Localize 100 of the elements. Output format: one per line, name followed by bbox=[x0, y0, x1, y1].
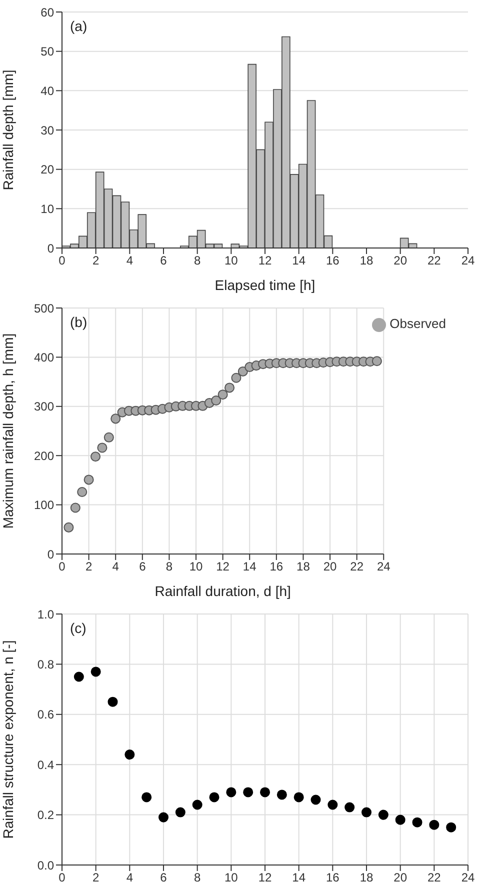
x-tick-label: 12 bbox=[258, 870, 272, 885]
x-tick-label: 8 bbox=[194, 870, 201, 885]
annotation: (c) bbox=[70, 620, 86, 636]
x-tick-label: 14 bbox=[292, 870, 306, 885]
point bbox=[209, 792, 220, 802]
x-tick-label: 10 bbox=[224, 254, 238, 268]
x-tick-label: 10 bbox=[189, 560, 204, 574]
x-tick-label: 18 bbox=[360, 870, 374, 885]
point bbox=[90, 666, 101, 677]
x-tick-label: 16 bbox=[326, 870, 340, 885]
x-tick-label: 0 bbox=[58, 560, 66, 574]
point bbox=[124, 750, 135, 760]
x-tick-label: 16 bbox=[270, 560, 284, 574]
y-tick-label: 20 bbox=[40, 162, 54, 177]
y-tick-label: 500 bbox=[34, 301, 54, 316]
x-tick-label: 14 bbox=[292, 254, 306, 268]
x-axis-title: Elapsed time [h] bbox=[214, 277, 316, 293]
annotation: (a) bbox=[70, 18, 88, 34]
point bbox=[310, 794, 321, 805]
point bbox=[395, 814, 406, 825]
y-tick-label: 50 bbox=[40, 44, 54, 59]
x-tick-label: 16 bbox=[326, 254, 340, 268]
y-tick-label: 1.0 bbox=[37, 607, 54, 622]
x-tick-label: 20 bbox=[394, 254, 408, 268]
point bbox=[294, 792, 304, 802]
x-tick-label: 22 bbox=[350, 560, 364, 574]
point bbox=[276, 790, 287, 800]
x-tick-label: 24 bbox=[376, 560, 391, 574]
x-tick-label: 12 bbox=[216, 560, 230, 574]
x-tick-label: 10 bbox=[224, 870, 238, 885]
x-tick-label: 4 bbox=[112, 560, 120, 574]
point bbox=[243, 787, 254, 798]
point bbox=[412, 817, 422, 828]
y-tick-label: 100 bbox=[34, 498, 54, 512]
y-tick-label: 0 bbox=[47, 547, 54, 562]
point bbox=[429, 820, 440, 830]
y-axis-title: Maximum rainfall depth, h [mm] bbox=[0, 333, 16, 529]
point bbox=[90, 452, 101, 462]
x-tick-label: 22 bbox=[427, 254, 442, 268]
point bbox=[84, 474, 94, 485]
x-tick-label: 24 bbox=[461, 254, 475, 268]
x-tick-label: 6 bbox=[139, 560, 146, 574]
x-tick-label: 14 bbox=[242, 560, 257, 574]
x-tick-label: 0 bbox=[58, 254, 66, 268]
y-tick-label: 200 bbox=[34, 448, 54, 463]
x-tick-label: 18 bbox=[360, 254, 374, 268]
point bbox=[226, 787, 236, 798]
y-tick-label: 0.8 bbox=[37, 657, 54, 672]
x-tick-label: 2 bbox=[92, 870, 100, 885]
x-tick-label: 20 bbox=[394, 870, 408, 885]
y-tick-label: 0.0 bbox=[37, 858, 54, 872]
x-tick-label: 4 bbox=[126, 870, 134, 885]
point bbox=[372, 356, 382, 366]
point bbox=[110, 414, 121, 424]
point bbox=[175, 807, 186, 818]
x-tick-label: 0 bbox=[58, 870, 66, 885]
x-tick-label: 8 bbox=[194, 254, 201, 268]
point bbox=[211, 395, 222, 406]
y-tick-label: 30 bbox=[40, 123, 54, 138]
legend-label: Observed bbox=[390, 316, 446, 331]
point bbox=[142, 792, 152, 802]
x-tick-label: 22 bbox=[427, 870, 442, 885]
point bbox=[224, 382, 235, 393]
x-axis-title: Rainfall duration, d [h] bbox=[154, 583, 291, 599]
x-tick-label: 18 bbox=[296, 560, 310, 574]
point bbox=[104, 432, 114, 442]
y-tick-label: 0 bbox=[47, 241, 54, 256]
point bbox=[108, 696, 118, 707]
x-tick-label: 2 bbox=[92, 254, 100, 268]
x-tick-label: 20 bbox=[323, 560, 338, 574]
x-tick-label: 2 bbox=[85, 560, 92, 574]
point bbox=[158, 812, 169, 822]
point bbox=[77, 487, 88, 498]
y-tick-label: 10 bbox=[40, 202, 54, 216]
x-tick-label: 6 bbox=[160, 254, 168, 268]
point bbox=[231, 372, 242, 383]
x-tick-label: 6 bbox=[160, 870, 168, 885]
point bbox=[64, 522, 74, 532]
point bbox=[97, 442, 108, 453]
x-tick-label: 4 bbox=[126, 254, 134, 268]
y-tick-label: 300 bbox=[34, 400, 54, 414]
point bbox=[344, 802, 355, 812]
y-axis-title: Rainfall depth [mm] bbox=[0, 70, 16, 190]
point bbox=[361, 807, 372, 818]
point bbox=[74, 672, 84, 682]
point bbox=[260, 787, 270, 798]
y-tick-label: 0.2 bbox=[37, 808, 54, 822]
y-tick-label: 0.4 bbox=[37, 758, 54, 772]
point bbox=[328, 800, 338, 810]
annotation: (b) bbox=[70, 314, 88, 330]
y-tick-label: 0.6 bbox=[37, 708, 54, 722]
x-tick-label: 8 bbox=[166, 560, 173, 574]
y-tick-label: 400 bbox=[34, 350, 54, 364]
y-tick-label: 40 bbox=[40, 84, 54, 98]
x-tick-label: 24 bbox=[461, 870, 475, 885]
point bbox=[218, 390, 228, 400]
point bbox=[192, 800, 202, 810]
y-tick-label: 60 bbox=[40, 5, 54, 20]
x-tick-label: 12 bbox=[258, 254, 272, 268]
point bbox=[238, 366, 248, 376]
